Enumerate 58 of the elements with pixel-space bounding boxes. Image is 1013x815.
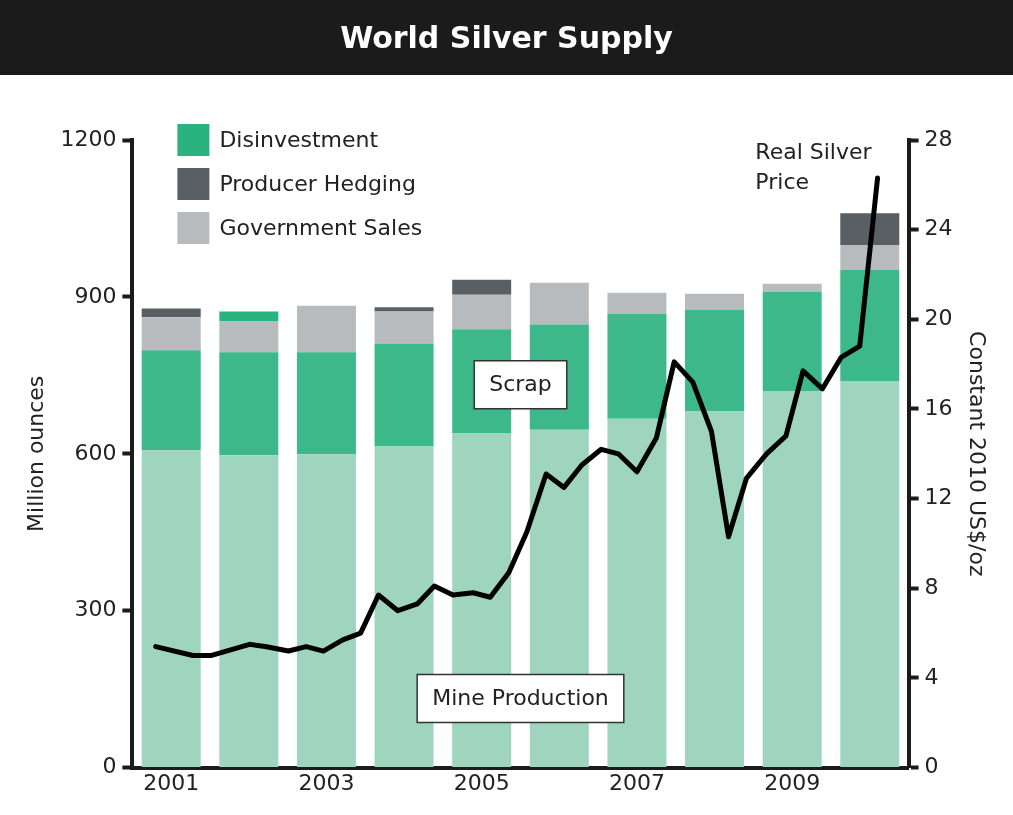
bar bbox=[141, 308, 201, 318]
x-tick-label: 2005 bbox=[453, 769, 510, 795]
bar bbox=[762, 283, 822, 292]
bar bbox=[685, 293, 745, 310]
bar bbox=[840, 381, 900, 768]
chart-title: World Silver Supply bbox=[0, 0, 1013, 75]
bar bbox=[374, 343, 434, 447]
y2-axis-title: Constant 2010 US$/oz bbox=[965, 331, 991, 577]
bar bbox=[296, 454, 356, 768]
y-tick-label: 900 bbox=[74, 282, 117, 308]
annotation: Mine Production bbox=[432, 685, 609, 711]
bar bbox=[607, 292, 667, 314]
bar bbox=[219, 352, 279, 456]
annotation: Scrap bbox=[489, 371, 552, 397]
y2-tick-label: 0 bbox=[924, 753, 939, 779]
y-axis-title: Million ounces bbox=[22, 375, 48, 532]
y-tick-label: 600 bbox=[74, 439, 117, 465]
bar bbox=[219, 311, 279, 322]
y-tick-label: 300 bbox=[74, 596, 117, 622]
bar bbox=[762, 391, 822, 768]
legend-label: Government Sales bbox=[219, 214, 423, 240]
bar bbox=[296, 352, 356, 455]
bar bbox=[607, 418, 667, 768]
x-tick-label: 2001 bbox=[143, 769, 200, 795]
legend-label: Producer Hedging bbox=[219, 170, 416, 196]
y2-tick-label: 24 bbox=[924, 215, 953, 241]
y-tick-label: 0 bbox=[102, 753, 117, 779]
x-tick-label: 2003 bbox=[298, 769, 355, 795]
y-tick-label: 1200 bbox=[60, 125, 117, 151]
legend-label: Disinvestment bbox=[219, 126, 379, 152]
bar bbox=[607, 313, 667, 419]
bar bbox=[374, 446, 434, 768]
bar bbox=[219, 455, 279, 768]
bar bbox=[452, 279, 512, 295]
bar bbox=[296, 305, 356, 353]
y2-tick-label: 4 bbox=[924, 663, 939, 689]
bar bbox=[219, 321, 279, 353]
series-label: Real Silver Price bbox=[755, 138, 873, 194]
bar bbox=[685, 309, 745, 412]
bar bbox=[141, 350, 201, 451]
bar bbox=[452, 294, 512, 330]
bar bbox=[374, 307, 434, 312]
y2-tick-label: 12 bbox=[924, 484, 953, 510]
y2-tick-label: 8 bbox=[924, 574, 939, 599]
bar bbox=[840, 213, 900, 246]
bar bbox=[529, 282, 589, 325]
bar bbox=[762, 291, 822, 392]
x-tick-label: 2009 bbox=[764, 769, 821, 795]
bar bbox=[141, 450, 201, 768]
bar bbox=[685, 411, 745, 768]
bar bbox=[141, 317, 201, 351]
y2-tick-label: 16 bbox=[924, 394, 953, 420]
x-tick-label: 2007 bbox=[608, 769, 665, 795]
bar bbox=[840, 269, 900, 382]
bar bbox=[374, 311, 434, 344]
bar bbox=[840, 245, 900, 270]
y2-tick-label: 28 bbox=[924, 125, 953, 151]
y2-tick-label: 20 bbox=[924, 305, 953, 331]
